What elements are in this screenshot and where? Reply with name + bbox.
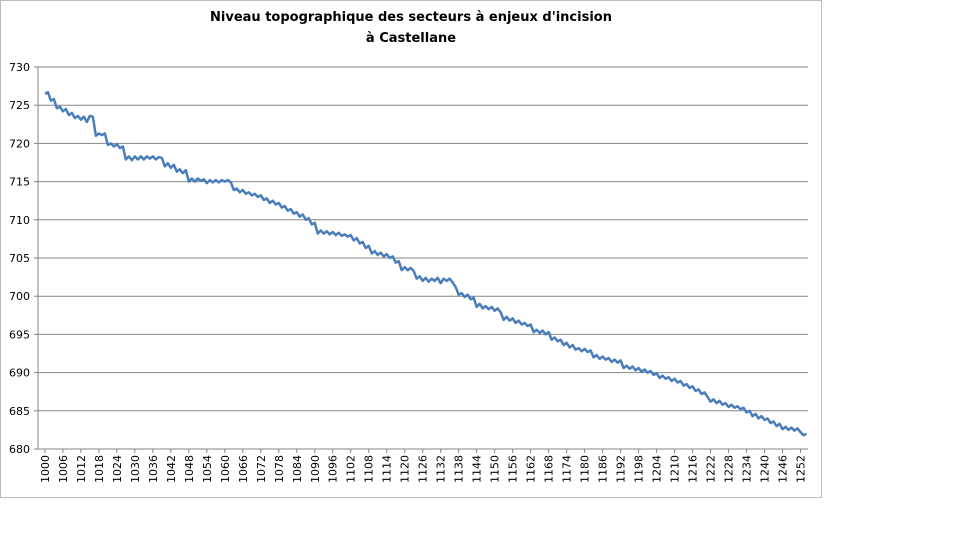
x-tick-label: 1054 xyxy=(201,455,214,483)
x-tick-label: 1018 xyxy=(93,455,106,483)
x-tick-label: 1132 xyxy=(435,455,448,483)
x-tick-label: 1240 xyxy=(759,455,772,483)
x-tick-label: 1084 xyxy=(291,455,304,483)
chart-title: Niveau topographique des secteurs à enje… xyxy=(210,10,612,25)
y-tick-label: 720 xyxy=(9,137,30,150)
x-tick-label: 1096 xyxy=(327,455,340,483)
x-tick-label: 1234 xyxy=(741,455,754,483)
x-tick-label: 1168 xyxy=(543,455,556,483)
x-tick-label: 1192 xyxy=(615,455,628,483)
y-tick-label: 710 xyxy=(9,214,30,227)
x-tick-label: 1066 xyxy=(237,455,250,483)
x-tick-label: 1204 xyxy=(651,455,664,483)
y-tick-label: 700 xyxy=(9,290,30,303)
x-tick-label: 1042 xyxy=(165,455,178,483)
x-tick-label: 1138 xyxy=(453,455,466,483)
x-tick-label: 1156 xyxy=(507,455,520,483)
x-tick-label: 1162 xyxy=(525,455,538,483)
x-tick-label: 1186 xyxy=(597,455,610,483)
x-tick-label: 1228 xyxy=(723,455,736,483)
chart-border xyxy=(0,0,822,498)
y-tick-label: 705 xyxy=(9,252,30,265)
x-tick-label: 1030 xyxy=(129,455,142,483)
x-tick-label: 1174 xyxy=(561,455,574,483)
x-tick-label: 1222 xyxy=(705,455,718,483)
x-tick-label: 1108 xyxy=(363,455,376,483)
x-tick-label: 1060 xyxy=(219,455,232,483)
x-tick-label: 1102 xyxy=(345,455,358,483)
x-tick-label: 1006 xyxy=(57,455,70,483)
x-tick-label: 1036 xyxy=(147,455,160,483)
x-tick-label: 1210 xyxy=(669,455,682,483)
chart-title: à Castellane xyxy=(366,31,456,46)
x-tick-label: 1126 xyxy=(417,455,430,483)
y-tick-label: 715 xyxy=(9,176,30,189)
x-tick-label: 1150 xyxy=(489,455,502,483)
x-tick-label: 1012 xyxy=(75,455,88,483)
y-tick-label: 680 xyxy=(9,443,30,456)
x-tick-label: 1000 xyxy=(39,455,52,483)
y-tick-label: 730 xyxy=(9,61,30,74)
x-tick-label: 1246 xyxy=(777,455,790,483)
y-tick-label: 695 xyxy=(9,328,30,341)
data-line xyxy=(44,90,808,437)
x-tick-label: 1216 xyxy=(687,455,700,483)
x-tick-label: 1090 xyxy=(309,455,322,483)
x-tick-label: 1072 xyxy=(255,455,268,483)
y-tick-label: 685 xyxy=(9,405,30,418)
y-tick-label: 690 xyxy=(9,367,30,380)
x-tick-label: 1024 xyxy=(111,455,124,483)
x-tick-label: 1144 xyxy=(471,455,484,483)
x-tick-label: 1120 xyxy=(399,455,412,483)
x-tick-label: 1048 xyxy=(183,455,196,483)
x-tick-label: 1198 xyxy=(633,455,646,483)
x-tick-label: 1078 xyxy=(273,455,286,483)
x-tick-label: 1180 xyxy=(579,455,592,483)
x-tick-label: 1252 xyxy=(795,455,808,483)
x-tick-label: 1114 xyxy=(381,455,394,483)
y-tick-label: 725 xyxy=(9,99,30,112)
